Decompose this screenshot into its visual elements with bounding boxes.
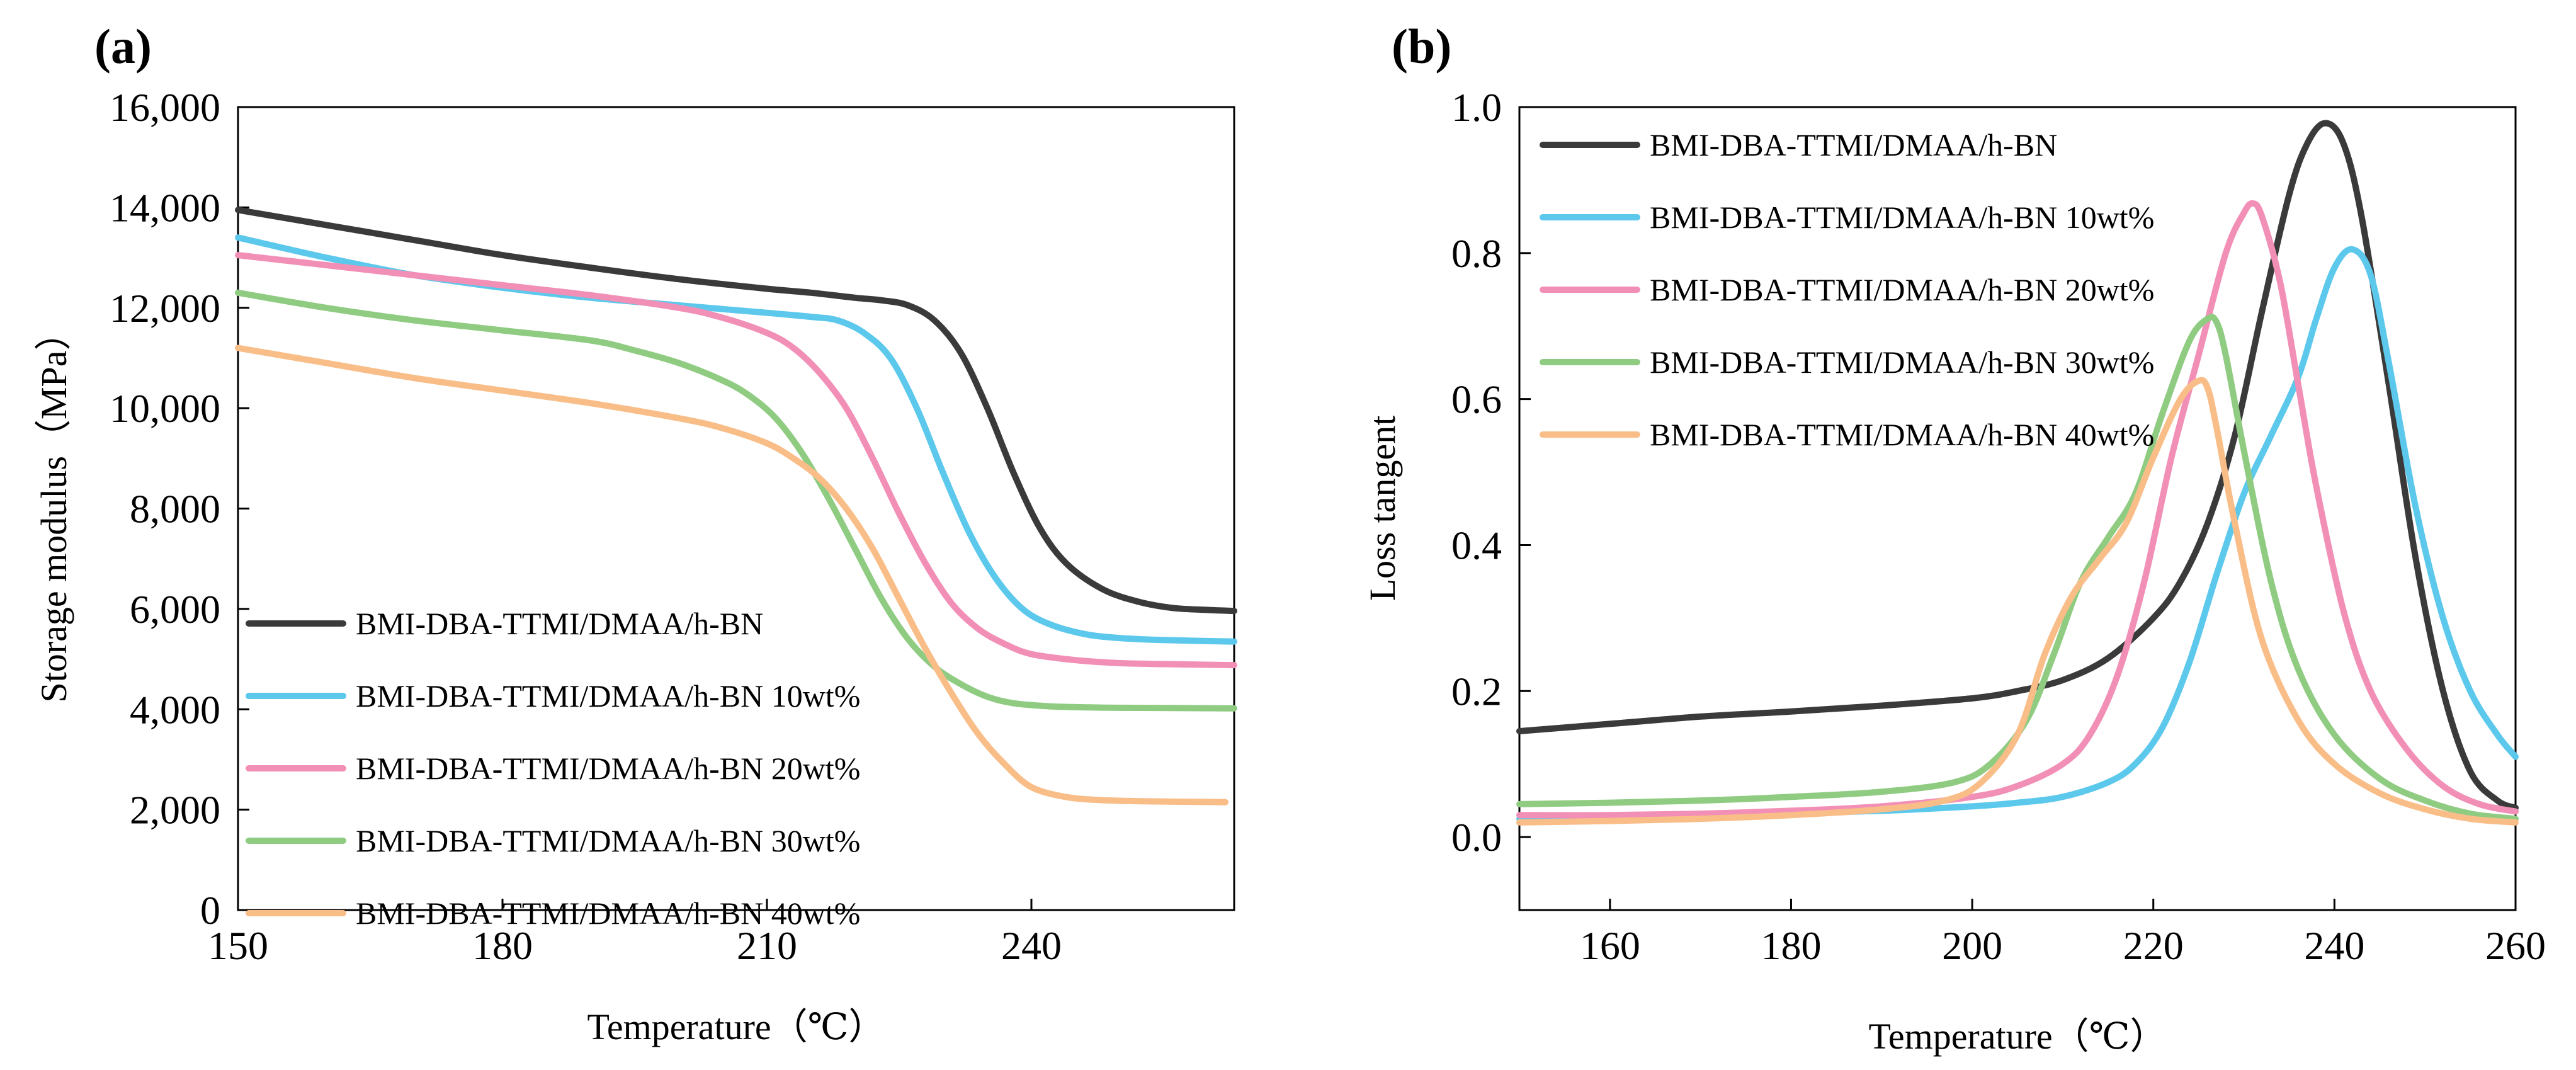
panel-a-series bbox=[235, 207, 1237, 805]
panel-a-x-tick-label: 150 bbox=[208, 923, 268, 968]
panel-a-x-tick-label: 210 bbox=[737, 923, 797, 968]
panel-a-label: (a) bbox=[94, 19, 152, 74]
panel-b-legend-label-3: BMI-DBA-TTMI/DMAA/h-BN 30wt% bbox=[1650, 344, 2154, 380]
panel-b-y-tick-label: 0.2 bbox=[1451, 669, 1502, 714]
panel-a-legend-label-1: BMI-DBA-TTMI/DMAA/h-BN 10wt% bbox=[356, 678, 860, 714]
panel-b-x-tick-label: 260 bbox=[2485, 923, 2546, 968]
panel-b-x-axis-label: Temperature（℃） bbox=[1868, 1016, 2166, 1057]
panel-b-x-tick-label: 160 bbox=[1580, 923, 1640, 968]
panel-a-x-axis-label: Temperature（℃） bbox=[587, 1006, 885, 1047]
panel-b-y-axis-label: Loss tangent bbox=[1362, 416, 1403, 601]
panel-a-legend-label-2: BMI-DBA-TTMI/DMAA/h-BN 20wt% bbox=[356, 751, 860, 786]
panel-b-x-tick-label: 200 bbox=[1942, 923, 2002, 968]
panel-b-legend-label-2: BMI-DBA-TTMI/DMAA/h-BN 20wt% bbox=[1650, 272, 2154, 307]
panel-b-label: (b) bbox=[1392, 19, 1451, 74]
panel-b-x-tick-label: 240 bbox=[2304, 923, 2364, 968]
panel-a-y-tick-label: 0 bbox=[200, 888, 220, 933]
panel-b-ticks: 160 180 200 220 240 260 0.0 0.2 0.4 0.6 0.8 1.0 bbox=[1451, 85, 2546, 968]
panel-a-legend-label-3: BMI-DBA-TTMI/DMAA/h-BN 30wt% bbox=[356, 823, 860, 858]
panel-b-series-line-3 bbox=[1516, 314, 2519, 822]
panel-a-y-tick-label: 2,000 bbox=[130, 788, 220, 833]
panel-b-legend-label-4: BMI-DBA-TTMI/DMAA/h-BN 40wt% bbox=[1650, 417, 2154, 452]
panel-a-ticks: 150 180 210 240 0 2,000 4,000 6,000 8,000 10,000 1… bbox=[110, 85, 1062, 968]
panel-a-y-axis-label: Storage modulus（MPa） bbox=[33, 314, 74, 702]
panel-b-series-line-4 bbox=[1516, 377, 2519, 826]
panel-b-y-tick-label: 1.0 bbox=[1451, 85, 1502, 130]
panel-a-y-tick-label: 12,000 bbox=[110, 286, 220, 331]
panel-a-y-tick-label: 6,000 bbox=[130, 587, 220, 632]
panel-b-x-tick-label: 220 bbox=[2123, 923, 2184, 968]
panel-b-series bbox=[1516, 120, 2519, 826]
panel-b-y-tick-label: 0.6 bbox=[1451, 377, 1502, 422]
panel-b-x-tick-label: 180 bbox=[1761, 923, 1821, 968]
panel-a-series-line-2 bbox=[235, 252, 1237, 669]
panel-a-legend: BMI-DBA-TTMI/DMAA/h-BN BMI-DBA-TTMI/DMAA/… bbox=[246, 606, 860, 931]
panel-b-y-tick-label: 0.8 bbox=[1451, 231, 1502, 276]
panel-a-legend-label-0: BMI-DBA-TTMI/DMAA/h-BN bbox=[356, 606, 763, 641]
panel-b-y-tick-label: 0.0 bbox=[1451, 815, 1502, 860]
panel-a-series-line-4 bbox=[235, 344, 1228, 805]
panel-a-y-tick-label: 4,000 bbox=[130, 687, 220, 732]
panel-b-plot-frame bbox=[1518, 106, 2517, 911]
panel-b-legend-label-0: BMI-DBA-TTMI/DMAA/h-BN bbox=[1650, 127, 2057, 162]
panel-a-series-line-0 bbox=[235, 207, 1237, 615]
panel-a-legend-label-4: BMI-DBA-TTMI/DMAA/h-BN 40wt% bbox=[356, 896, 860, 931]
panel-a-y-tick-label: 8,000 bbox=[130, 487, 220, 532]
panel-a: (a) 150 180 210 240 0 2,000 4,000 6,000 8,000 10,… bbox=[33, 19, 1237, 1047]
panel-b-y-tick-label: 0.4 bbox=[1451, 523, 1502, 567]
panel-b-legend-label-1: BMI-DBA-TTMI/DMAA/h-BN 10wt% bbox=[1650, 200, 2154, 235]
panel-b-series-line-0 bbox=[1516, 120, 2519, 811]
panel-b-legend: BMI-DBA-TTMI/DMAA/h-BN BMI-DBA-TTMI/DMAA/… bbox=[1540, 127, 2154, 452]
panel-b: (b) 160 180 200 220 240 260 0.0 0.2 0.4 0.6 0.8 1.0… bbox=[1362, 19, 2546, 1057]
panel-a-x-tick-label: 180 bbox=[472, 923, 533, 968]
panel-a-x-tick-label: 240 bbox=[1001, 923, 1062, 968]
panel-a-y-tick-label: 14,000 bbox=[110, 185, 220, 230]
panel-a-y-tick-label: 10,000 bbox=[110, 386, 220, 431]
panel-a-y-tick-label: 16,000 bbox=[110, 85, 220, 130]
